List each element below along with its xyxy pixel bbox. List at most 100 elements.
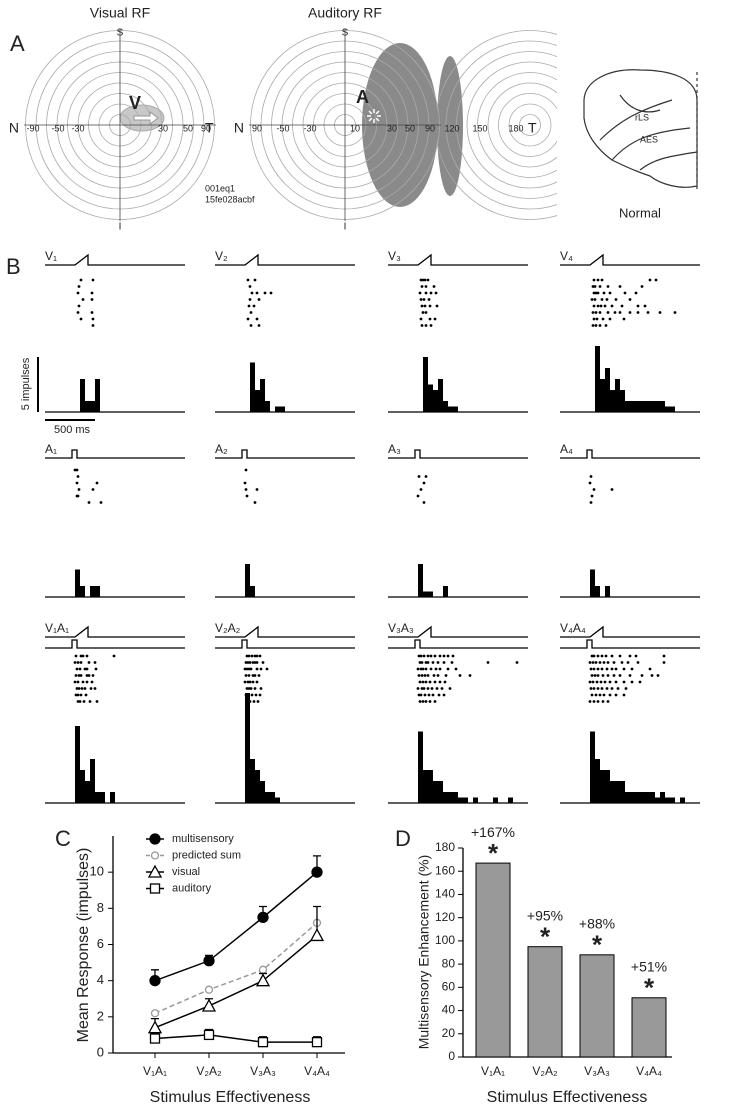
spike — [419, 317, 423, 321]
spike — [599, 304, 603, 308]
spike — [247, 687, 251, 690]
spike — [252, 700, 256, 703]
point — [257, 911, 269, 924]
spike — [606, 674, 610, 677]
spike — [429, 654, 433, 658]
spike — [255, 654, 259, 658]
spike — [88, 700, 92, 703]
spike — [420, 304, 424, 308]
spike — [420, 661, 424, 664]
visual-trace — [45, 253, 185, 266]
spike — [253, 661, 257, 664]
spike — [592, 304, 596, 308]
polar-grid — [24, 29, 216, 221]
rf-marker: A — [356, 87, 369, 107]
rf-region — [437, 56, 463, 196]
psth-bar — [75, 726, 80, 803]
spike — [258, 654, 262, 658]
spike — [75, 687, 79, 690]
speaker-ray — [375, 110, 380, 115]
spike — [606, 661, 610, 664]
psth-bar — [665, 406, 670, 412]
x-tick-label: V₂A₂ — [532, 1064, 558, 1078]
x-tick-label: V₁A₁ — [143, 1064, 167, 1078]
psth-bar — [265, 792, 270, 803]
series-line — [154, 922, 318, 1014]
spike — [75, 468, 79, 472]
polar-tick-label: 50 — [183, 123, 193, 133]
spike — [420, 285, 424, 288]
spike — [428, 700, 432, 703]
psth-bar — [605, 368, 610, 412]
spike — [421, 700, 425, 703]
psth-bar — [423, 357, 428, 412]
polar-label: S — [117, 28, 124, 39]
spike — [421, 667, 425, 671]
spike — [595, 317, 599, 321]
spike — [433, 654, 437, 658]
spike — [592, 291, 596, 295]
spike — [468, 674, 472, 677]
spike — [592, 488, 596, 491]
polar-label: S — [342, 28, 349, 39]
series-line — [154, 934, 318, 1029]
psth-bar — [605, 586, 610, 597]
spike — [429, 291, 433, 295]
psth-bar — [595, 586, 600, 597]
spike — [81, 680, 85, 684]
point — [311, 866, 323, 878]
polar-tick-label: 90 — [201, 123, 211, 133]
psth-bar — [95, 792, 100, 803]
panel-label: C — [55, 826, 71, 851]
polar-tick-label: -30 — [303, 123, 316, 133]
spike — [255, 317, 259, 321]
spike — [424, 285, 428, 288]
spike — [590, 298, 594, 301]
spike — [437, 693, 441, 697]
spike — [446, 654, 450, 658]
psth-bar — [645, 792, 650, 803]
psth-bar — [443, 401, 448, 412]
spike — [95, 700, 99, 703]
significance-marker: * — [592, 930, 603, 960]
spike — [424, 667, 428, 671]
spike — [618, 311, 622, 314]
psth-bar — [438, 781, 443, 803]
spike — [432, 674, 436, 677]
spike — [428, 304, 432, 308]
spike — [426, 687, 430, 690]
spike — [606, 285, 610, 288]
spike — [87, 674, 91, 677]
spike — [79, 693, 83, 697]
spike — [93, 661, 97, 664]
polar-tick-label: -50 — [51, 123, 64, 133]
spike — [628, 298, 632, 301]
y-tick-label: 120 — [435, 910, 455, 924]
stimulus-trace — [215, 625, 355, 649]
spike — [80, 687, 84, 690]
spike — [243, 667, 247, 671]
spike — [440, 687, 444, 690]
psth-bar — [458, 797, 463, 803]
spike — [608, 291, 612, 295]
bar — [527, 946, 563, 1058]
panel-label: A — [10, 31, 25, 56]
stimulus-trace — [45, 625, 185, 649]
spike — [610, 654, 614, 658]
spike — [255, 680, 259, 684]
visual-trace — [215, 625, 355, 638]
spike — [248, 661, 252, 664]
point — [201, 998, 217, 1012]
stimulus-label: A₄ — [560, 442, 573, 456]
significance-marker: * — [488, 838, 499, 868]
spike — [608, 680, 612, 684]
psth-bar — [665, 797, 670, 803]
y-axis-label: Mean Response (impulses) — [75, 848, 92, 1043]
spike — [255, 291, 259, 295]
spike — [600, 687, 604, 690]
psth-bar — [280, 406, 285, 412]
spike — [73, 468, 77, 472]
polar-tick-label: 90 — [252, 123, 262, 133]
